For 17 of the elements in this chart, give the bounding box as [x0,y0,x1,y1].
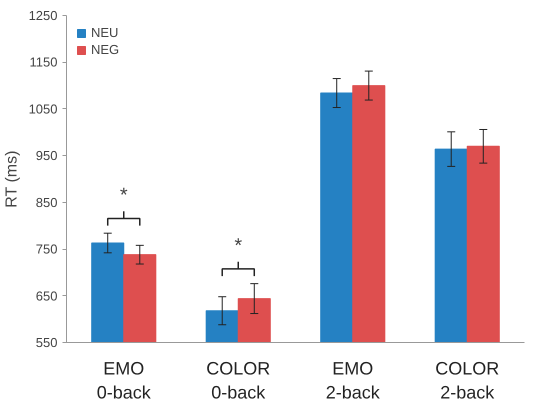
y-tick-label: 850 [36,194,58,210]
y-tick-label: 950 [36,148,58,164]
legend-label: NEU [91,25,118,40]
x-tick-label: EMO 2-back [326,358,381,402]
y-tick-label: 1150 [30,54,58,70]
y-tick-label: 1050 [28,101,58,116]
x-tick-label: COLOR 0-back [206,358,270,402]
y-axis-title: RT (ms) [4,150,21,208]
y-tick-label: 750 [36,242,58,257]
legend-label: NEG [91,42,120,57]
y-tick-label: 550 [36,335,58,350]
y-tick-label: 1250 [28,8,58,23]
annotation: * [120,184,128,207]
x-tick-label: EMO 0-back [96,358,152,402]
y-tick-label: 650 [36,288,58,304]
x-tick-label: COLOR 2-back [435,358,500,402]
annotation: * [234,235,242,258]
